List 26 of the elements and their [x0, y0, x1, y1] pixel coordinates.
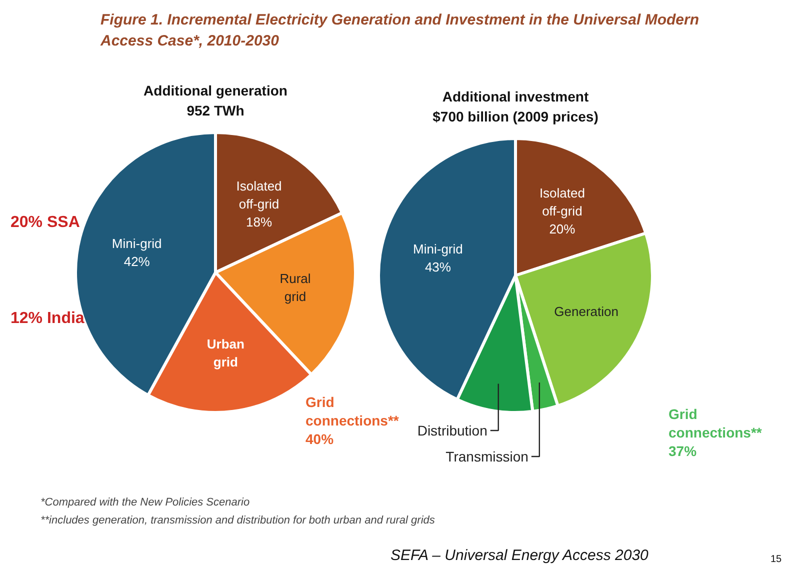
slice-label: Urban grid	[206, 336, 245, 370]
data-label: 42%	[124, 254, 150, 269]
slice-label: Distribution	[417, 422, 488, 438]
chart-subtitle: 952 TWh	[186, 102, 244, 118]
data-label: 20%	[549, 222, 576, 237]
slice-label: Generation	[554, 304, 618, 320]
text: 12% India	[10, 310, 84, 327]
text: SEFA – Universal Energy Access 2030	[390, 547, 650, 564]
chart-title: Additional generation	[144, 82, 288, 98]
data-label: 43%	[424, 260, 452, 275]
chart-title: Additional investment	[442, 88, 589, 104]
slice-label: Rural grid	[280, 271, 311, 304]
text: 20% SSA	[10, 214, 80, 231]
text: *Compared with the New Policies Scenario	[40, 496, 250, 508]
text: 15	[770, 554, 782, 565]
text: Grid connections** 40%	[306, 394, 400, 447]
slice-label: Isolated off-grid	[539, 186, 585, 219]
chart-subtitle: $700 billion (2009 prices)	[432, 108, 598, 124]
text: **includes generation, transmission and distribution for both urban and rural grids	[40, 514, 436, 526]
slice-label: Mini-grid	[413, 242, 463, 257]
slice-label: Mini-grid	[112, 236, 162, 251]
slice-label: Transmission	[446, 448, 528, 464]
data-label: 18%	[246, 214, 272, 230]
slice-label: Isolated off-grid	[236, 178, 282, 212]
text: Grid connections** 37%	[668, 406, 762, 459]
caption: Figure 1. Incremental Electricity Generation and Investment in the Universal Modern Access Case*, 2010-2030	[100, 11, 699, 50]
